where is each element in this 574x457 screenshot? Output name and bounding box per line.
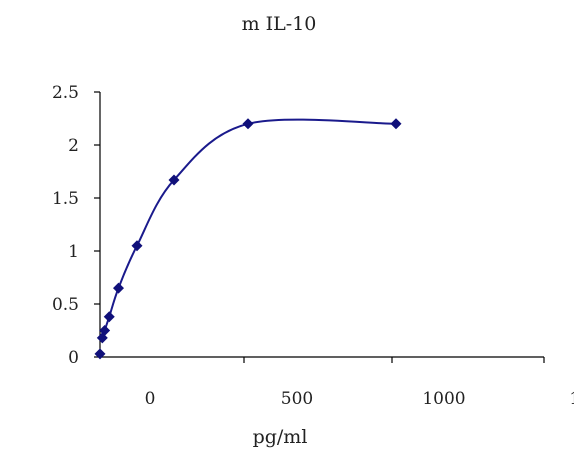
- chart-title: m IL-10: [242, 13, 317, 35]
- x-tick-labels: 0 500 1000 1500: [145, 389, 574, 409]
- data-points: [94, 118, 402, 360]
- data-point: [242, 118, 254, 130]
- data-point: [390, 118, 402, 130]
- data-point: [131, 240, 143, 252]
- y-tick-label: 0.5: [52, 295, 79, 315]
- y-tick-labels: 0 0.5 1 1.5 2 2.5: [52, 83, 79, 368]
- x-tick-label: 1500: [569, 389, 574, 409]
- data-point: [168, 174, 180, 186]
- data-point: [99, 325, 111, 336]
- y-tick-label: 1.5: [52, 189, 79, 209]
- x-axis-label: pg/ml: [253, 426, 308, 448]
- axes: [94, 91, 545, 363]
- x-tick-label: 500: [281, 389, 313, 409]
- data-point: [94, 348, 106, 360]
- y-tick-label: 2: [68, 136, 79, 156]
- data-point: [103, 311, 115, 323]
- data-point: [113, 282, 124, 294]
- fitted-curve: [101, 118, 397, 339]
- y-tick-label: 1: [68, 242, 79, 262]
- x-tick-label: 0: [145, 389, 156, 409]
- y-tick-label: 2.5: [52, 83, 79, 103]
- x-tick-label: 1000: [422, 389, 465, 409]
- y-tick-label: 0: [68, 348, 79, 368]
